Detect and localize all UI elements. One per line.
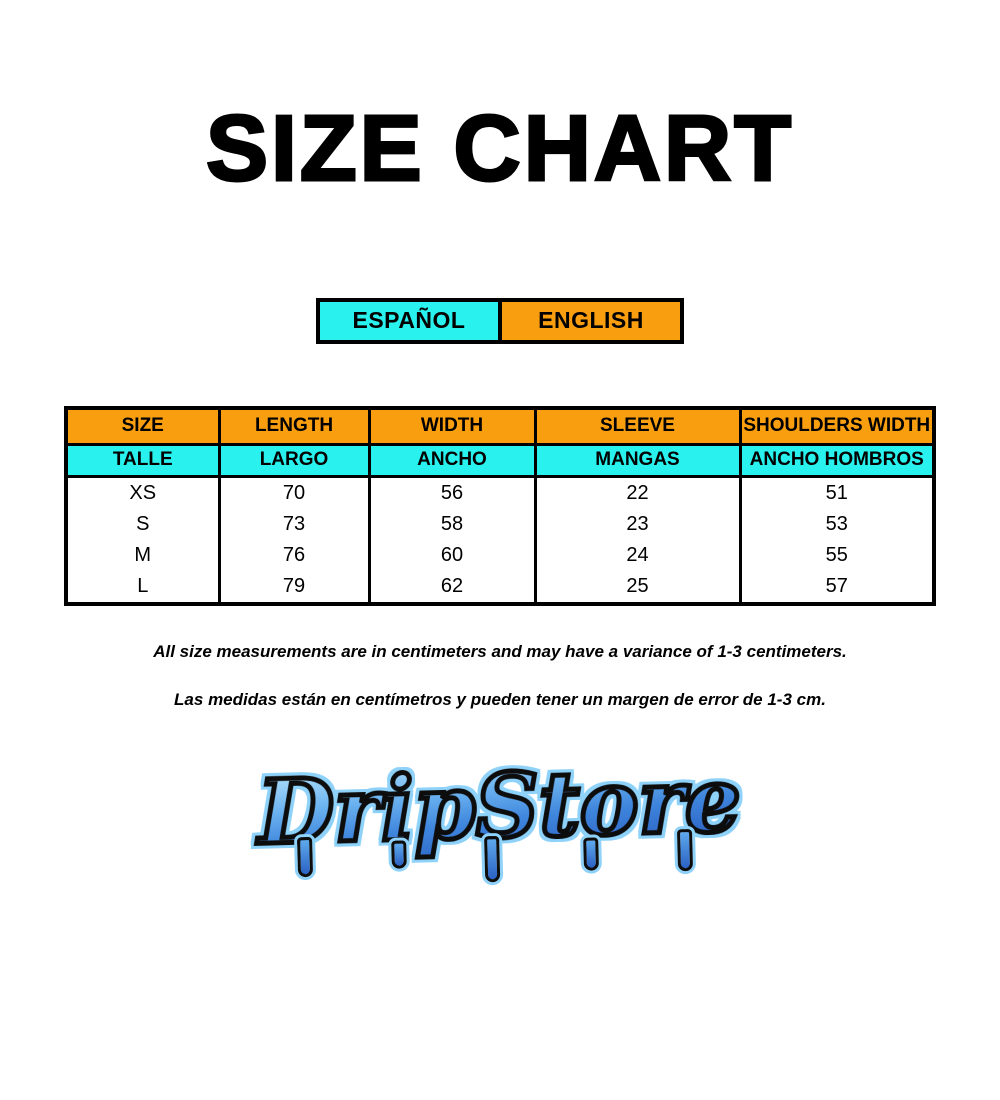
table-header-row-spanish: TALLE LARGO ANCHO MANGAS ANCHO HOMBROS <box>64 442 936 478</box>
drip-decoration <box>297 836 314 877</box>
cell-length: 79 <box>217 570 371 604</box>
column-header-size: SIZE <box>64 406 221 446</box>
column-header-shoulders-width: SHOULDERS WIDTH <box>738 406 936 446</box>
measurement-note-english: All size measurements are in centimeters… <box>153 641 847 661</box>
page-title: SIZE CHART <box>205 96 794 200</box>
cell-length: 70 <box>217 476 371 509</box>
tab-espanol[interactable]: ESPAÑOL <box>320 301 502 340</box>
column-header-ancho-hombros: ANCHO HOMBROS <box>738 442 936 478</box>
measurement-note-spanish: Las medidas están en centímetros y puede… <box>174 689 826 709</box>
cell-width: 56 <box>367 476 537 509</box>
column-header-talle: TALLE <box>64 442 221 478</box>
cell-width: 60 <box>367 539 537 571</box>
cell-sleeve: 22 <box>533 476 742 509</box>
column-header-largo: LARGO <box>217 442 371 478</box>
tab-english[interactable]: ENGLISH <box>502 301 680 340</box>
language-tabs: ESPAÑOL ENGLISH <box>316 297 684 344</box>
column-header-sleeve: SLEEVE <box>533 406 742 446</box>
cell-width: 62 <box>367 570 537 604</box>
cell-sleeve: 24 <box>533 539 742 571</box>
brand-logo: DripStore <box>238 745 762 915</box>
table-row-l: L 79 62 25 57 <box>64 570 936 604</box>
table-row-xs: XS 70 56 22 51 <box>64 476 936 509</box>
cell-size: L <box>64 570 221 604</box>
cell-shoulders: 53 <box>738 508 936 540</box>
cell-length: 73 <box>217 508 371 540</box>
cell-size: XS <box>64 476 221 509</box>
size-table: SIZE LENGTH WIDTH SLEEVE SHOULDERS WIDTH… <box>64 405 936 606</box>
cell-sleeve: 25 <box>533 570 742 604</box>
cell-size: M <box>64 539 221 571</box>
column-header-width: WIDTH <box>367 406 537 446</box>
drip-decoration <box>390 840 407 869</box>
cell-length: 76 <box>217 539 371 571</box>
drip-decoration <box>583 837 600 871</box>
column-header-mangas: MANGAS <box>533 442 742 478</box>
cell-size: S <box>64 508 221 540</box>
drip-decoration <box>676 828 693 871</box>
table-header-row-english: SIZE LENGTH WIDTH SLEEVE SHOULDERS WIDTH <box>64 406 936 446</box>
cell-shoulders: 55 <box>738 539 936 571</box>
cell-shoulders: 51 <box>738 476 936 509</box>
column-header-length: LENGTH <box>217 406 371 446</box>
cell-shoulders: 57 <box>738 570 936 604</box>
cell-sleeve: 23 <box>533 508 742 540</box>
drip-decoration <box>484 835 501 883</box>
cell-width: 58 <box>367 508 537 540</box>
size-chart-page: SIZE CHART ESPAÑOL ENGLISH SIZE LENGTH W… <box>0 96 1000 908</box>
table-row-m: M 76 60 24 55 <box>64 539 936 571</box>
table-row-s: S 73 58 23 53 <box>64 508 936 540</box>
column-header-ancho: ANCHO <box>367 442 537 478</box>
